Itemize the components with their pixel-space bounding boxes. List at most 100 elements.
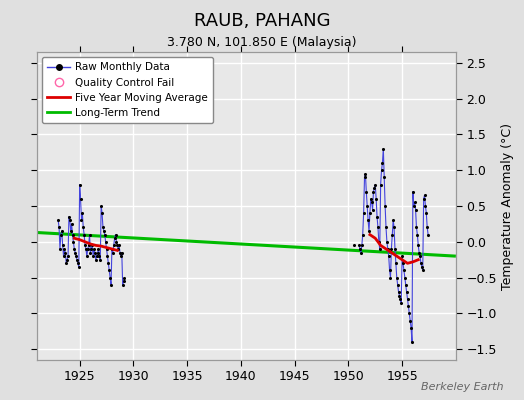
- Point: [409, 188, 417, 195]
- Point: [380, 174, 388, 180]
- Point: [117, 249, 126, 256]
- Point: [58, 228, 66, 234]
- Point: [355, 242, 363, 248]
- Point: [117, 253, 125, 259]
- Point: [395, 289, 403, 295]
- Point: [382, 224, 390, 231]
- Point: [424, 232, 432, 238]
- Point: [59, 253, 68, 259]
- Point: [417, 260, 425, 266]
- Point: [91, 249, 99, 256]
- Point: [110, 242, 118, 248]
- Point: [104, 260, 113, 266]
- Point: [398, 253, 406, 259]
- Point: [84, 242, 93, 248]
- Point: [70, 246, 79, 252]
- Point: [378, 160, 387, 166]
- Point: [87, 246, 95, 252]
- Point: [423, 224, 431, 231]
- Point: [100, 228, 108, 234]
- Point: [357, 249, 365, 256]
- Point: [93, 253, 101, 259]
- Point: [388, 232, 397, 238]
- Point: [350, 242, 358, 248]
- Point: [363, 203, 372, 209]
- Point: [113, 242, 122, 248]
- Point: [75, 181, 84, 188]
- Point: [403, 296, 412, 302]
- Point: [356, 246, 364, 252]
- Point: [69, 239, 78, 245]
- Point: [56, 246, 64, 252]
- Text: 3.780 N, 101.850 E (Malaysia): 3.780 N, 101.850 E (Malaysia): [167, 36, 357, 49]
- Point: [408, 339, 416, 345]
- Point: [98, 210, 106, 216]
- Text: Berkeley Earth: Berkeley Earth: [421, 382, 503, 392]
- Point: [96, 256, 104, 263]
- Point: [412, 224, 421, 231]
- Point: [394, 282, 402, 288]
- Point: [358, 242, 366, 248]
- Point: [368, 206, 377, 213]
- Point: [399, 260, 407, 266]
- Text: RAUB, PAHANG: RAUB, PAHANG: [194, 12, 330, 30]
- Point: [406, 318, 414, 324]
- Point: [60, 246, 69, 252]
- Point: [78, 210, 86, 216]
- Point: [85, 232, 94, 238]
- Point: [395, 292, 403, 299]
- Point: [65, 214, 73, 220]
- Point: [374, 224, 382, 231]
- Point: [367, 196, 375, 202]
- Point: [115, 242, 123, 248]
- Y-axis label: Temperature Anomaly (°C): Temperature Anomaly (°C): [501, 122, 514, 290]
- Point: [389, 217, 397, 224]
- Point: [376, 246, 384, 252]
- Point: [419, 267, 427, 274]
- Point: [89, 253, 97, 259]
- Point: [102, 239, 110, 245]
- Point: [366, 210, 374, 216]
- Point: [379, 146, 388, 152]
- Point: [102, 246, 111, 252]
- Point: [97, 203, 105, 209]
- Point: [407, 324, 416, 331]
- Point: [369, 188, 378, 195]
- Point: [54, 217, 62, 224]
- Point: [387, 246, 396, 252]
- Point: [121, 274, 129, 281]
- Point: [73, 256, 81, 263]
- Point: [370, 185, 378, 191]
- Point: [107, 282, 115, 288]
- Point: [77, 196, 85, 202]
- Point: [404, 303, 412, 310]
- Point: [82, 246, 90, 252]
- Point: [83, 253, 91, 259]
- Point: [64, 253, 72, 259]
- Point: [106, 274, 114, 281]
- Point: [55, 224, 63, 231]
- Point: [415, 249, 423, 256]
- Point: [92, 256, 100, 263]
- Point: [414, 242, 422, 248]
- Point: [62, 260, 70, 266]
- Point: [105, 267, 113, 274]
- Point: [66, 217, 74, 224]
- Point: [99, 224, 107, 231]
- Point: [72, 253, 80, 259]
- Point: [80, 232, 89, 238]
- Point: [410, 199, 419, 206]
- Point: [384, 246, 392, 252]
- Point: [95, 253, 104, 259]
- Point: [74, 264, 83, 270]
- Point: [400, 267, 408, 274]
- Point: [386, 274, 395, 281]
- Point: [359, 210, 368, 216]
- Point: [385, 267, 394, 274]
- Point: [421, 203, 430, 209]
- Point: [114, 246, 123, 252]
- Point: [375, 239, 383, 245]
- Point: [74, 260, 82, 266]
- Point: [61, 249, 70, 256]
- Point: [385, 253, 393, 259]
